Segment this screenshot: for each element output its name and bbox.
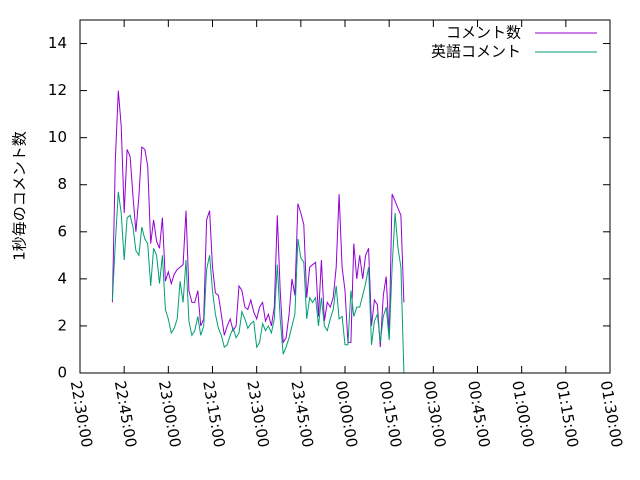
y-tick-label: 14 [48,34,67,52]
y-tick-label: 4 [57,269,67,287]
y-axis-label: 1秒毎のコメント数 [11,131,29,261]
series-layer [111,90,405,374]
y-axis-ticks: 0 2 4 6 8 10 12 14 [48,34,610,382]
series-line [111,90,405,348]
y-tick-label: 0 [57,364,67,382]
plot-area-border [79,19,611,374]
y-tick-label: 8 [57,175,67,193]
y-tick-label: 12 [48,81,67,99]
series-line [111,191,405,374]
legend-label: 英語コメント [431,43,521,61]
y-tick-label: 6 [57,222,67,240]
legend-label: コメント数 [446,24,521,42]
y-tick-label: 10 [48,128,67,146]
y-tick-label: 2 [57,316,67,334]
